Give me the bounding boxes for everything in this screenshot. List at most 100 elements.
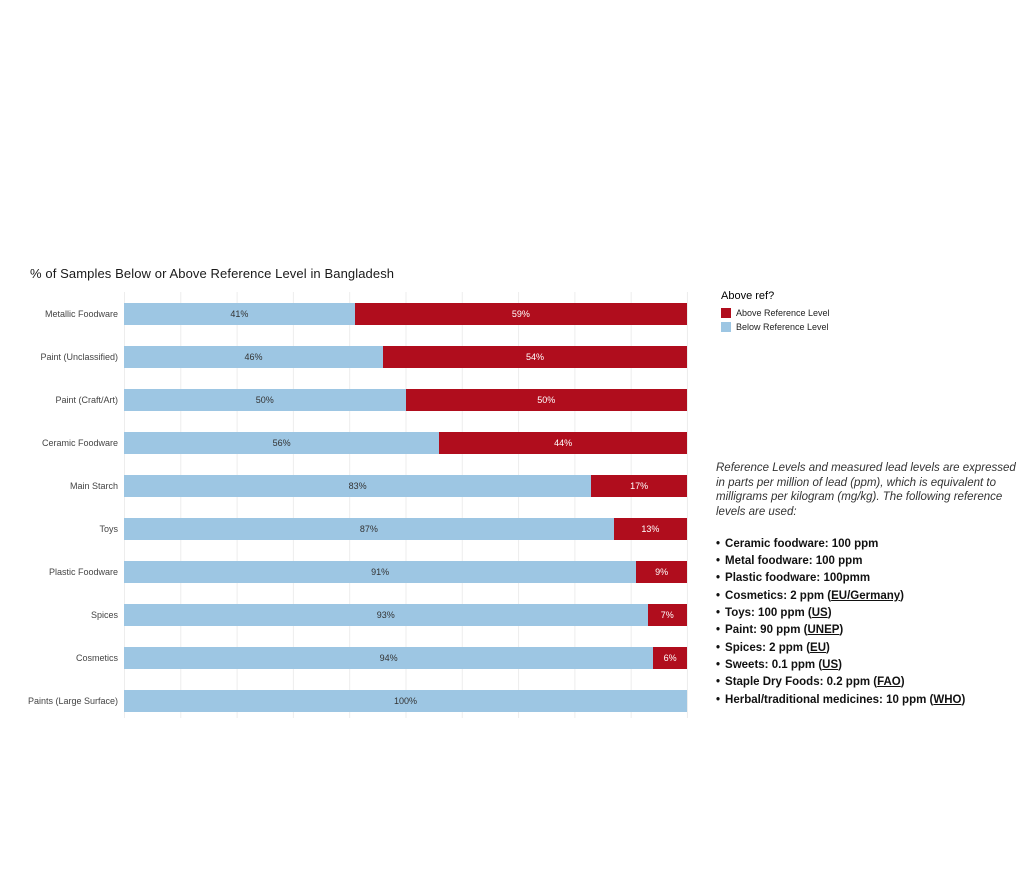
category-label: Paint (Craft/Art) [55,395,118,405]
bar-rows: Metallic Foodware 41% 59% Paint (Unclassifi… [0,303,688,733]
bar-value-label: 94% [379,652,398,663]
bar-row: Spices 93% 7% [0,604,688,626]
reference-level-item: • Ceramic foodware: 100 ppm [716,537,879,550]
bar-segment-below: 46% [124,346,383,368]
bar-row: Paint (Unclassified) 46% 54% [0,346,688,368]
reference-org-link: FAO [877,676,901,689]
reference-levels-list: • Ceramic foodware: 100 ppm • Metal foodwar… [716,536,1016,709]
bar-value-label: 59% [511,308,530,319]
bar-value-label: 44% [554,437,573,448]
bar-track: 91% 9% [124,561,687,583]
bullet-icon: • [716,589,721,602]
bar-row: Ceramic Foodware 56% 44% [0,432,688,454]
legend-label: Above Reference Level [736,308,830,318]
reference-level-item: • Plastic foodware: 100pmm [716,572,871,585]
bar-track: 56% 44% [124,432,687,454]
bar-segment-above: 6% [653,647,687,669]
reference-level-item: • Herbal/traditional medicines: 10 ppm (W… [716,693,966,706]
bar-segment-above: 59% [354,303,687,325]
category-label: Paints (Large Surface) [27,696,118,706]
bar-row: Main Starch 83% 17% [0,475,688,497]
bar-segment-below: 91% [124,561,637,583]
bar-value-label: 83% [348,480,367,491]
reference-level-item: • Paint: 90 ppm (UNEP) [716,624,844,637]
bar-segment-above: 9% [636,561,687,583]
bar-segment-below: 93% [124,604,648,626]
bar-row: Paint (Craft/Art) 50% 50% [0,389,688,411]
chart-title: % of Samples Below or Above Reference Le… [30,266,395,281]
bullet-icon: • [716,693,721,706]
bar-value-label: 56% [272,437,291,448]
reference-note-paragraph: Reference Levels and measured lead level… [716,462,1016,519]
bar-segment-above: 17% [591,475,687,497]
category-label: Spices [90,610,118,620]
reference-org-link: US [822,658,839,671]
bar-segment-below: 100% [124,690,687,712]
bar-value-label: 91% [371,566,390,577]
bar-segment-below: 50% [124,389,406,411]
bullet-icon: • [716,641,721,654]
bullet-icon: • [716,658,721,671]
legend-items: Above Reference Level Below Reference Lev… [721,308,830,332]
bar-value-label: 54% [525,351,544,362]
bullet-icon: • [716,537,721,550]
bar-track: 93% 7% [124,604,687,626]
bullet-icon: • [716,624,721,637]
bullet-icon: • [716,676,721,689]
bar-track: 100% [124,690,687,712]
reference-level-item: • Staple Dry Foods: 0.2 ppm (FAO) [716,676,905,689]
reference-org-link: US [811,607,828,620]
bullet-icon: • [716,607,721,620]
category-label: Ceramic Foodware [41,438,118,448]
bar-track: 94% 6% [124,647,687,669]
legend-title: Above ref? [721,290,775,302]
bar-value-label: 6% [663,652,677,663]
bar-segment-below: 94% [124,647,654,669]
bar-track: 87% 13% [124,518,687,540]
reference-notes-panel: Reference Levels and measured lead level… [716,461,1016,709]
category-label: Plastic Foodware [48,567,118,577]
reference-org-link: WHO [933,693,962,706]
reference-level-item: • Toys: 100 ppm (US) [716,607,832,620]
legend-item: Below Reference Level [721,322,830,332]
legend-item: Above Reference Level [721,308,830,318]
legend: Above ref? Above Reference Level Below Re… [721,290,830,336]
bullet-icon: • [716,555,721,568]
legend-label: Below Reference Level [736,322,829,332]
reference-level-item: • Sweets: 0.1 ppm (US) [716,658,842,671]
bar-row: Plastic Foodware 91% 9% [0,561,688,583]
bar-value-label: 46% [244,351,263,362]
bar-segment-above: 50% [405,389,687,411]
bar-value-label: 87% [359,523,378,534]
bar-segment-above: 44% [439,432,687,454]
bar-value-label: 13% [641,523,660,534]
bar-segment-below: 87% [124,518,614,540]
bar-value-label: 50% [537,394,556,405]
bar-segment-above: 13% [613,518,687,540]
bullet-icon: • [716,572,721,585]
reference-level-item: • Spices: 2 ppm (EU) [716,641,830,654]
bar-segment-above: 54% [382,346,687,368]
reference-level-item: • Metal foodware: 100 ppm [716,555,863,568]
bar-row: Paints (Large Surface) 100% [0,690,688,712]
bar-value-label: 41% [230,308,249,319]
reference-org-link: EU [810,641,827,654]
bar-value-label: 9% [655,566,669,577]
bar-track: 41% 59% [124,303,687,325]
bar-track: 46% 54% [124,346,687,368]
bar-segment-above: 7% [647,604,687,626]
bar-value-label: 17% [630,480,649,491]
bar-row: Toys 87% 13% [0,518,688,540]
legend-swatch [721,322,731,332]
reference-org-link: UNEP [807,624,840,637]
bar-value-label: 7% [660,609,674,620]
category-label: Cosmetics [75,653,118,663]
bar-segment-below: 56% [124,432,440,454]
bar-track: 83% 17% [124,475,687,497]
legend-swatch [721,308,731,318]
bar-track: 50% 50% [124,389,687,411]
bar-segment-below: 83% [124,475,592,497]
category-label: Metallic Foodware [44,309,118,319]
bar-row: Metallic Foodware 41% 59% [0,303,688,325]
